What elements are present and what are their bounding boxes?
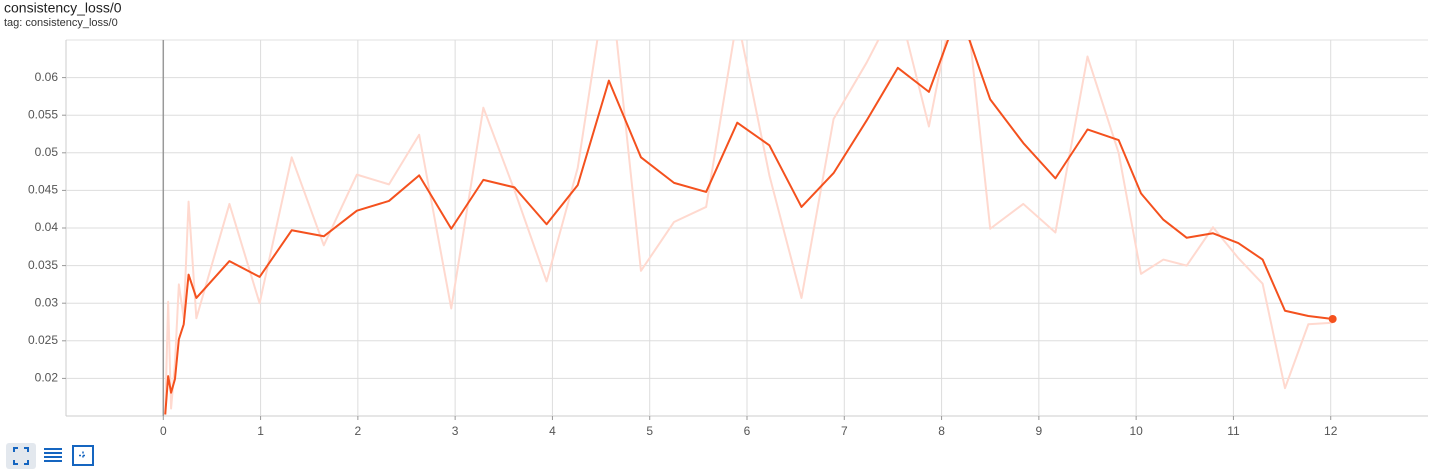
- x-tick-label: 5: [646, 424, 653, 438]
- chart-subtitle: tag: consistency_loss/0: [4, 17, 118, 29]
- chart-title: consistency_loss/0: [4, 0, 122, 16]
- toolbar: [6, 443, 94, 469]
- y-tick-label: 0.02: [35, 371, 59, 385]
- y-tick-label: 0.06: [35, 70, 59, 84]
- fullscreen-button[interactable]: [6, 443, 36, 469]
- x-tick-label: 0: [160, 424, 167, 438]
- fit-button[interactable]: [72, 445, 94, 466]
- y-tick-label: 0.03: [35, 295, 59, 309]
- y-tick-label: 0.055: [28, 107, 58, 121]
- x-tick-label: 12: [1324, 424, 1338, 438]
- list-icon: [44, 448, 62, 462]
- y-tick-label: 0.045: [28, 183, 58, 197]
- x-tick-label: 2: [355, 424, 362, 438]
- last-point: [1328, 314, 1337, 323]
- plot: [164, 40, 1337, 415]
- x-tick-label: 11: [1227, 424, 1240, 438]
- y-tick-label: 0.04: [35, 220, 59, 234]
- fit-icon: [79, 451, 87, 460]
- series-line: [164, 40, 1333, 415]
- x-tick-label: 9: [1036, 424, 1043, 438]
- y-tick-label: 0.05: [35, 145, 59, 159]
- x-tick-label: 4: [549, 424, 556, 438]
- y-tick-label: 0.025: [28, 333, 58, 347]
- data-table-button[interactable]: [40, 443, 66, 469]
- x-tick-label: 3: [452, 424, 459, 438]
- x-tick-label: 8: [938, 424, 945, 438]
- grid: 0.02 0.025 0.03 0.035 0.04 0.045 0.05 0.055 0.06…: [28, 39, 1428, 438]
- x-tick-label: 10: [1129, 424, 1143, 438]
- y-tick-label: 0.035: [28, 258, 58, 272]
- x-tick-label: 1: [257, 424, 264, 438]
- fullscreen-icon: [13, 447, 29, 465]
- series-line: [164, 40, 1333, 415]
- x-tick-label: 7: [841, 424, 848, 438]
- x-tick-label: 6: [744, 424, 751, 438]
